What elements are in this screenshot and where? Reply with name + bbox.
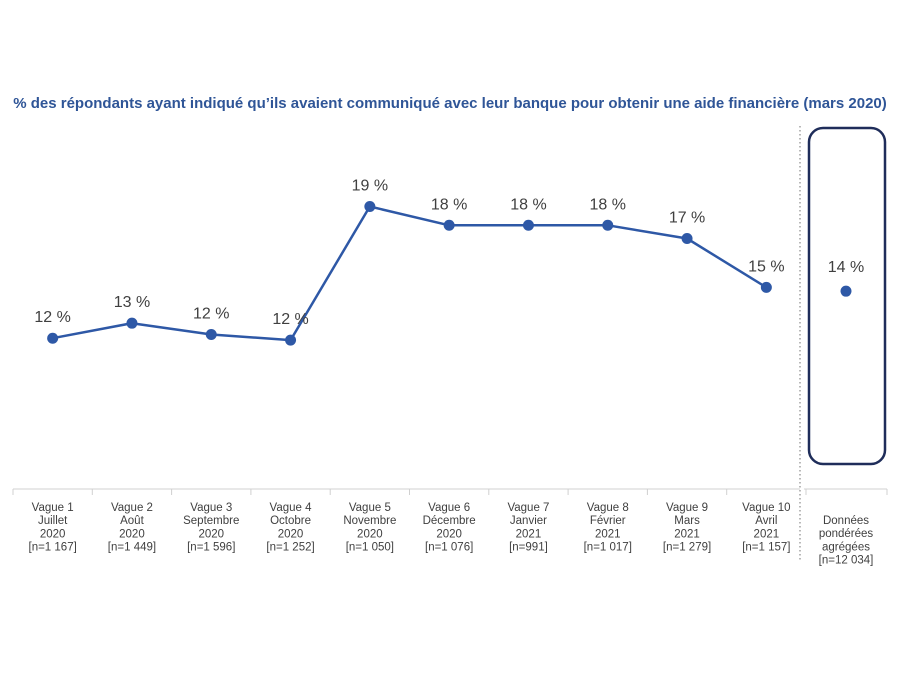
tick-label: Vague 9 Mars 2021 [n=1 279] <box>663 502 711 554</box>
tick-label: Vague 6 Décembre 2020 [n=1 076] <box>423 502 476 554</box>
tick-label: Vague 2 Août 2020 [n=1 449] <box>108 502 156 554</box>
tick-label: Vague 5 Novembre 2020 [n=1 050] <box>343 502 396 554</box>
data-label: 17 % <box>669 209 705 226</box>
tick-labels: Vague 1 Juillet 2020 [n=1 167] Vague 2 Août 20… <box>29 502 874 567</box>
data-label: 13 % <box>114 294 150 311</box>
aggregate-label: 14 % <box>828 259 864 276</box>
data-label: 18 % <box>431 196 467 213</box>
data-label: 19 % <box>352 177 388 194</box>
tick-label: Vague 1 Juillet 2020 [n=1 167] <box>29 502 77 554</box>
aggregate-box <box>807 126 887 466</box>
data-label: 18 % <box>590 196 626 213</box>
tick-label: Vague 10 Avril 2021 [n=1 157] <box>742 502 790 554</box>
series-line <box>52 205 768 342</box>
data-point <box>681 232 693 244</box>
data-points <box>47 200 852 346</box>
aggregate-frame <box>807 126 887 466</box>
data-point <box>205 328 217 340</box>
data-point <box>364 200 376 212</box>
chart-title: % des répondants ayant indiqué qu’ils av… <box>13 95 887 112</box>
data-label: 15 % <box>748 258 784 275</box>
tick-label: Vague 7 Janvier 2021 [n=991] <box>507 502 549 554</box>
data-point <box>760 281 772 293</box>
series-polyline <box>52 205 768 342</box>
tick-label: Vague 3 Septembre 2020 [n=1 596] <box>183 502 239 554</box>
data-point <box>443 219 455 231</box>
tick-label: Vague 8 Février 2021 [n=1 017] <box>584 502 632 554</box>
tick-label: Vague 4 Octobre 2020 [n=1 252] <box>266 502 314 554</box>
data-point <box>522 219 534 231</box>
data-point <box>47 332 59 344</box>
data-point <box>602 219 614 231</box>
data-labels: 12 % 13 % 12 % 12 % 19 % 18 % 18 % 18 % 17 % 15 %… <box>34 177 864 328</box>
aggregate-point <box>840 285 852 297</box>
data-point <box>285 334 297 346</box>
data-label: 12 % <box>34 309 70 326</box>
data-label: 18 % <box>510 196 546 213</box>
x-axis <box>12 488 888 495</box>
data-label: 12 % <box>193 305 229 322</box>
aggregate-tick-label: Données pondérées agrégées [n=12 034] <box>819 515 874 567</box>
data-point <box>126 317 138 329</box>
data-label: 12 % <box>272 311 308 328</box>
